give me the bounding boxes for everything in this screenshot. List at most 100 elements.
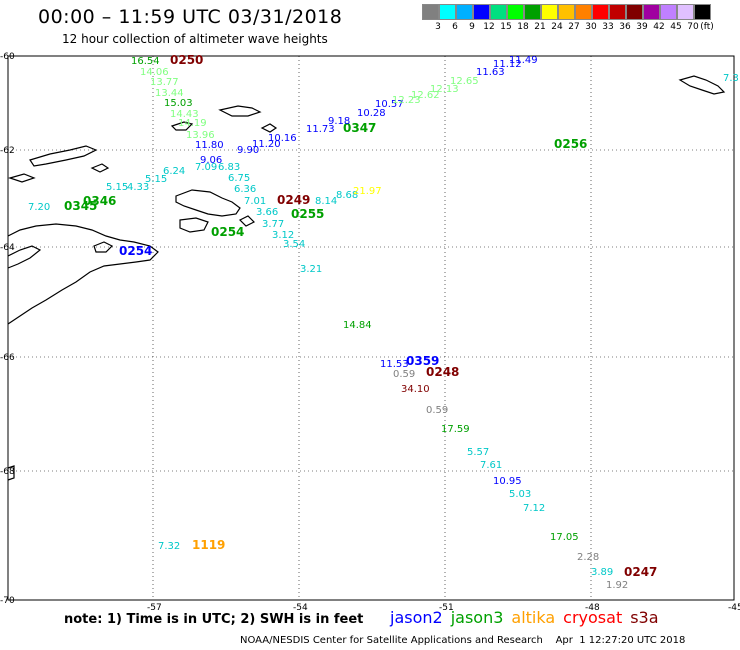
colorbar-swatch xyxy=(541,4,558,20)
colorbar-swatch xyxy=(575,4,592,20)
wave-height-label: 14.19 xyxy=(178,118,207,129)
pass-time-label: 0254 xyxy=(211,225,244,239)
wave-height-label: 5.15 xyxy=(145,174,167,185)
wave-height-label: 9.18 xyxy=(328,116,350,127)
colorbar-tick-label: 39 xyxy=(636,22,648,32)
colorbar-tick-label: 42 xyxy=(653,22,665,32)
map-subtitle: 12 hour collection of altimeter wave hei… xyxy=(62,32,328,46)
wave-height-label: 13.77 xyxy=(150,77,179,88)
graticule xyxy=(8,56,734,600)
wave-height-label: 34.10 xyxy=(401,384,430,395)
wave-height-label: 13.96 xyxy=(186,130,215,141)
colorbar-swatch xyxy=(422,4,439,20)
colorbar-tick-label: 6 xyxy=(452,22,458,32)
wave-height-label: 11.53 xyxy=(380,359,409,370)
colorbar-tick-label: 15 xyxy=(500,22,512,32)
latitude-tick-label: -66 xyxy=(0,353,15,363)
wave-height-label: 2.28 xyxy=(577,552,599,563)
pass-time-label: 0256 xyxy=(554,137,587,151)
wave-height-label: 6.24 xyxy=(163,166,185,177)
wave-height-label: 10.57 xyxy=(375,99,404,110)
wave-height-label: 9.06 xyxy=(200,155,222,166)
island-outline xyxy=(93,241,114,253)
wave-height-label: 7.32 xyxy=(158,541,180,552)
wave-height-label: 5.57 xyxy=(467,447,489,458)
wave-height-label: 21.97 xyxy=(353,186,382,197)
colorbar-swatch xyxy=(609,4,626,20)
legend-item-s3a: s3a xyxy=(630,608,659,627)
wave-height-label: 3.54 xyxy=(283,239,305,250)
map-title: 00:00 – 11:59 UTC 03/31/2018 xyxy=(38,6,343,28)
wave-height-label: 12.65 xyxy=(450,76,479,87)
colorbar-swatch xyxy=(694,4,711,20)
pass-time-label: 0247 xyxy=(624,565,657,579)
island-outline xyxy=(7,173,36,183)
wave-height-label: 3.89 xyxy=(591,567,613,578)
pass-time-label: 0249 xyxy=(277,193,310,207)
legend-item-jason3: jason3 xyxy=(450,608,504,627)
wave-height-label: 1.92 xyxy=(606,580,628,591)
island-outline xyxy=(175,189,241,217)
latitude-tick-label: -70 xyxy=(0,596,15,606)
wave-height-label: 12.13 xyxy=(430,84,459,95)
wave-height-label: 11.63 xyxy=(476,67,505,78)
wave-height-label: 6.83 xyxy=(218,162,240,173)
wave-height-label: 14.06 xyxy=(140,67,169,78)
colorbar-swatch xyxy=(456,4,473,20)
wave-height-label: 3.21 xyxy=(300,264,322,275)
pass-time-label: 0248 xyxy=(426,365,459,379)
pass-time-label: 0250 xyxy=(170,53,203,67)
island-outline xyxy=(179,217,209,233)
longitude-tick-label: -51 xyxy=(439,603,454,610)
island-outline xyxy=(260,123,278,133)
coastline xyxy=(7,75,726,481)
pass-time-label: 1119 xyxy=(192,538,225,552)
pass-time-label: 0359 xyxy=(406,354,439,368)
island-outline xyxy=(218,105,262,117)
wave-height-label: 3.77 xyxy=(262,219,284,230)
wave-height-label: 17.59 xyxy=(441,424,470,435)
wave-height-label: 11.20 xyxy=(252,139,281,150)
colorbar-swatch xyxy=(524,4,541,20)
wave-height-label: 6.75 xyxy=(228,173,250,184)
colorbar-swatch xyxy=(626,4,643,20)
axis-labels: -57 -54 -51 -48 -45 -60 -62 -64 -66 -68 -70 xyxy=(0,52,740,610)
colorbar-swatch xyxy=(660,4,677,20)
wave-height-label: 7.20 xyxy=(28,202,50,213)
peninsula-outline xyxy=(7,223,159,325)
colorbar-tick-label: 3 xyxy=(435,22,441,32)
credit-footer: NOAA/NESDIS Center for Satellite Applica… xyxy=(240,635,686,646)
colorbar-swatch xyxy=(490,4,507,20)
wave-height-label: 8.68 xyxy=(336,190,358,201)
colorbar-tick-label: 36 xyxy=(619,22,631,32)
colorbar-swatch xyxy=(439,4,456,20)
longitude-tick-label: -45 xyxy=(728,603,740,610)
wave-height-label: 10.95 xyxy=(493,476,522,487)
colorbar-tick-label: 12 xyxy=(483,22,495,32)
wave-height-label: 5.03 xyxy=(509,489,531,500)
wave-height-label: 3.66 xyxy=(256,207,278,218)
island-outline xyxy=(29,145,98,167)
wave-height-label: 8.14 xyxy=(315,196,337,207)
note-text: note: 1) Time is in UTC; 2) SWH is in fe… xyxy=(64,612,364,627)
wave-height-label: 14.84 xyxy=(343,320,372,331)
colorbar-tick-label: 33 xyxy=(602,22,614,32)
island-outline xyxy=(90,163,110,173)
wave-height-label: 16.54 xyxy=(131,56,160,67)
wave-height-label: 11.12 xyxy=(493,59,522,70)
wave-height-label: 13.44 xyxy=(155,88,184,99)
latitude-tick-label: -60 xyxy=(0,52,15,62)
wave-height-label: 7.09 xyxy=(195,162,217,173)
wave-height-label: 6.36 xyxy=(234,184,256,195)
wave-height-label: 9.90 xyxy=(237,145,259,156)
wave-height-observations: 16.54 025014.0613.7713.4415.0314.4314.191… xyxy=(28,53,739,591)
colorbar-swatch xyxy=(643,4,660,20)
pass-time-label: 0345 xyxy=(64,199,97,213)
wave-height-label: 17.05 xyxy=(550,532,579,543)
colorbar-tick-label: 24 xyxy=(551,22,563,32)
wave-height-label: 0.59 xyxy=(393,369,415,380)
latitude-tick-label: -64 xyxy=(0,243,15,253)
colorbar-tick-label: 70 xyxy=(687,22,699,32)
wave-height-label: 0.59 xyxy=(426,405,448,416)
wave-height-label: 7.12 xyxy=(523,503,545,514)
